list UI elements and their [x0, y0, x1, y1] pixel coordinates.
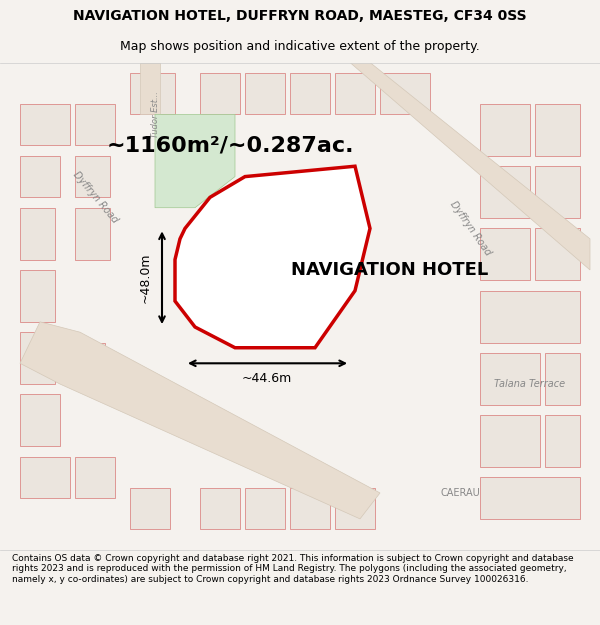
- Polygon shape: [20, 457, 70, 498]
- Polygon shape: [20, 156, 60, 198]
- Text: ~44.6m: ~44.6m: [242, 372, 292, 386]
- Polygon shape: [20, 208, 55, 259]
- Polygon shape: [480, 415, 540, 467]
- Polygon shape: [545, 353, 580, 405]
- Text: Contains OS data © Crown copyright and database right 2021. This information is : Contains OS data © Crown copyright and d…: [12, 554, 574, 584]
- Polygon shape: [545, 415, 580, 467]
- Text: Tudor Est...: Tudor Est...: [151, 91, 160, 138]
- Polygon shape: [480, 229, 530, 281]
- Polygon shape: [290, 488, 330, 529]
- Polygon shape: [480, 291, 580, 342]
- Polygon shape: [335, 488, 375, 529]
- Text: ~1160m²/~0.287ac.: ~1160m²/~0.287ac.: [106, 136, 354, 156]
- Polygon shape: [75, 457, 115, 498]
- Polygon shape: [20, 322, 380, 519]
- Text: NAVIGATION HOTEL: NAVIGATION HOTEL: [292, 261, 488, 279]
- Polygon shape: [175, 166, 370, 348]
- Polygon shape: [340, 62, 590, 270]
- Polygon shape: [20, 332, 55, 384]
- Text: NAVIGATION HOTEL, DUFFRYN ROAD, MAESTEG, CF34 0SS: NAVIGATION HOTEL, DUFFRYN ROAD, MAESTEG,…: [73, 9, 527, 22]
- Polygon shape: [535, 166, 580, 218]
- Polygon shape: [480, 166, 530, 218]
- Polygon shape: [155, 114, 235, 208]
- Polygon shape: [480, 104, 530, 156]
- Polygon shape: [290, 73, 330, 114]
- Text: Dyffryn Road: Dyffryn Road: [71, 169, 119, 225]
- Polygon shape: [480, 353, 540, 405]
- Text: Map shows position and indicative extent of the property.: Map shows position and indicative extent…: [120, 41, 480, 53]
- Polygon shape: [75, 208, 110, 259]
- Polygon shape: [20, 104, 70, 146]
- Polygon shape: [245, 488, 285, 529]
- Polygon shape: [20, 394, 60, 446]
- Polygon shape: [75, 104, 115, 146]
- Polygon shape: [335, 73, 375, 114]
- Polygon shape: [200, 488, 240, 529]
- Text: CAERAU: CAERAU: [440, 488, 480, 498]
- Text: Talana Terrace: Talana Terrace: [494, 379, 566, 389]
- Polygon shape: [20, 270, 55, 322]
- Polygon shape: [200, 73, 240, 114]
- Polygon shape: [535, 229, 580, 281]
- Polygon shape: [380, 73, 430, 114]
- Polygon shape: [140, 62, 160, 114]
- Text: ~48.0m: ~48.0m: [139, 253, 151, 304]
- Polygon shape: [75, 156, 110, 198]
- Polygon shape: [245, 73, 285, 114]
- Polygon shape: [480, 478, 580, 519]
- Text: Dyffryn Road: Dyffryn Road: [448, 199, 493, 258]
- Polygon shape: [65, 342, 105, 384]
- Polygon shape: [130, 488, 170, 529]
- Polygon shape: [130, 73, 175, 114]
- Polygon shape: [535, 104, 580, 156]
